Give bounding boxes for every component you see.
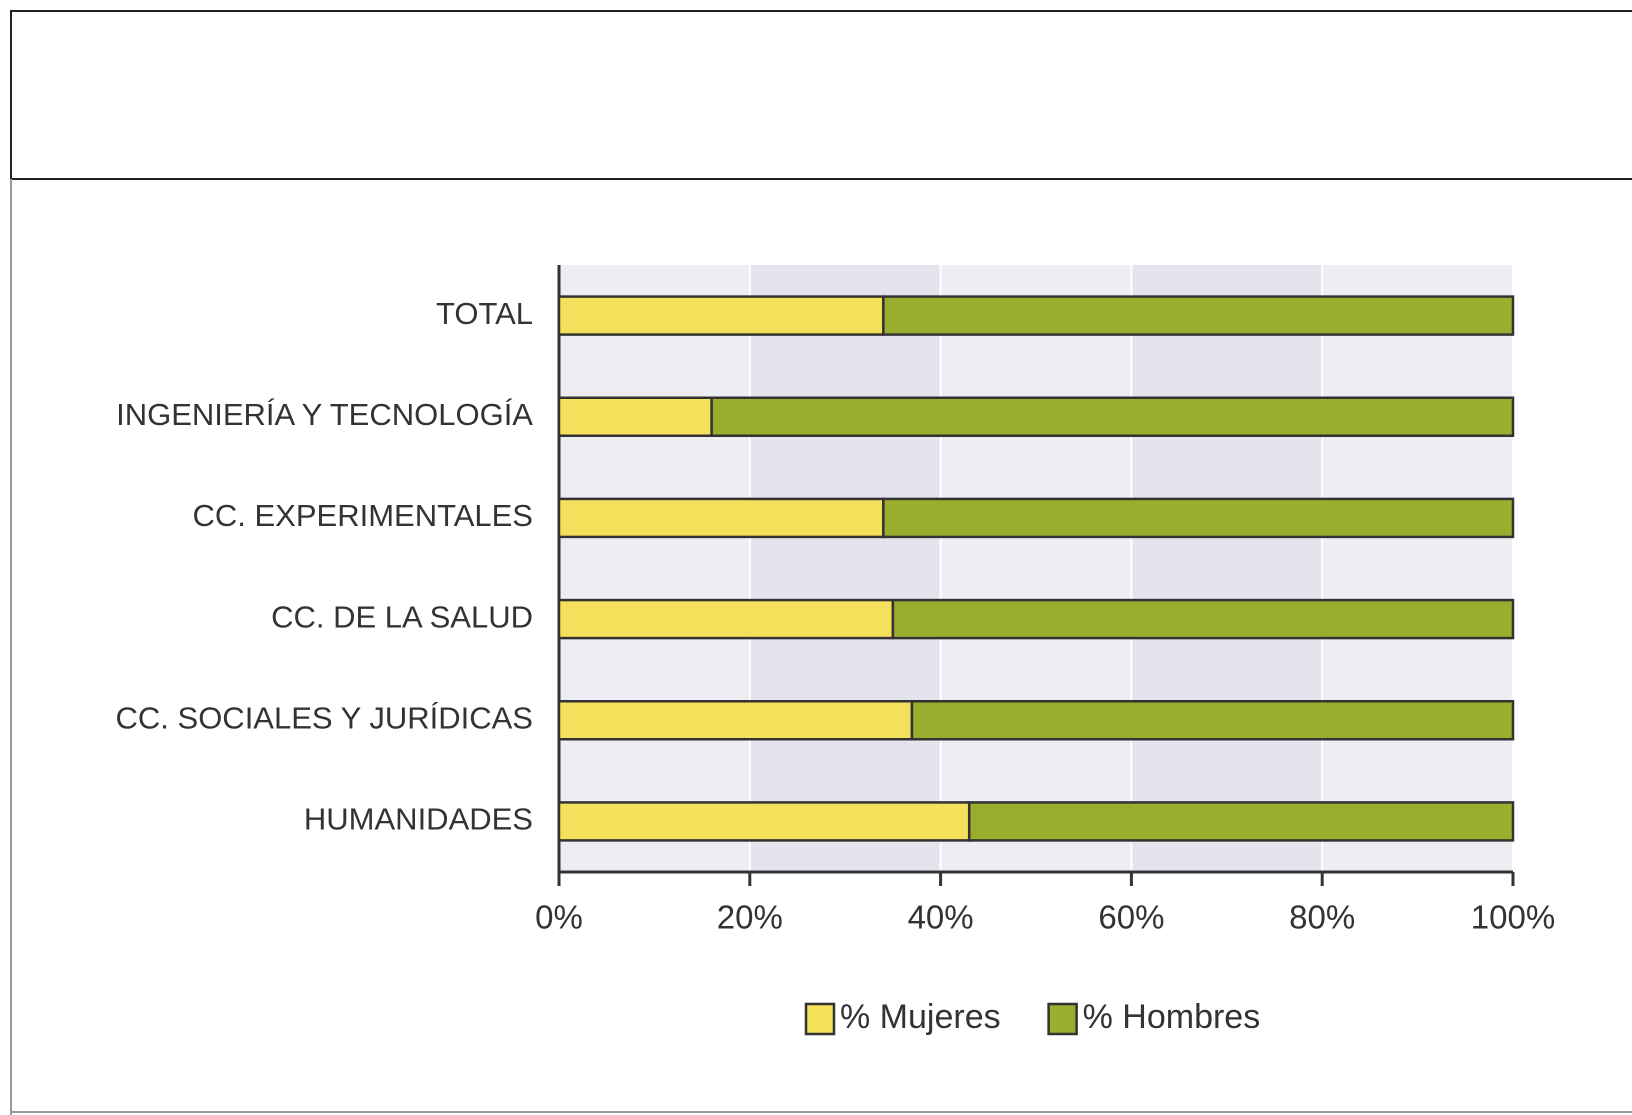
bar-segment xyxy=(557,396,713,437)
y-tick-label: TOTAL xyxy=(436,296,533,331)
bar-segment xyxy=(882,497,1515,539)
bar-segment xyxy=(557,497,885,539)
plot-band xyxy=(749,265,941,872)
bar-segment xyxy=(910,700,1515,741)
bar-segment xyxy=(967,801,1515,842)
y-tick-label: CC. EXPERIMENTALES xyxy=(192,498,533,533)
bar-segment xyxy=(710,396,1515,437)
legend-swatch xyxy=(804,1002,836,1036)
bar-segment xyxy=(891,598,1515,640)
header-box xyxy=(10,10,1632,180)
y-tick-label: INGENIERÍA Y TECNOLOGÍA xyxy=(116,397,533,432)
plot-background xyxy=(559,265,1513,872)
plot: 0% 20% 40% 60% 80% 100% TOTAL INGENIERÍA Y TECN… xyxy=(116,265,1555,1036)
x-tick-label: 20% xyxy=(717,899,783,936)
legend-label: % Mujeres xyxy=(840,998,1001,1036)
legend-swatch xyxy=(1047,1002,1078,1036)
bar-segment xyxy=(557,700,914,741)
y-tick-label: CC. SOCIALES Y JURÍDICAS xyxy=(116,700,533,735)
y-tick-label: HUMANIDADES xyxy=(304,802,533,837)
x-tick-label: 80% xyxy=(1289,899,1355,936)
y-tick-label: CC. DE LA SALUD xyxy=(271,599,533,634)
x-tick-label: 100% xyxy=(1471,899,1555,936)
x-tick-label: 60% xyxy=(1098,899,1164,936)
bar-segment xyxy=(557,801,971,842)
legend-label: % Hombres xyxy=(1083,998,1261,1036)
bar-segment xyxy=(557,295,885,336)
x-tick-label: 40% xyxy=(908,899,974,936)
plot-band xyxy=(1131,265,1323,872)
bar-segment xyxy=(882,295,1515,336)
bar-segment xyxy=(557,598,895,640)
x-tick-label: 0% xyxy=(535,899,583,936)
